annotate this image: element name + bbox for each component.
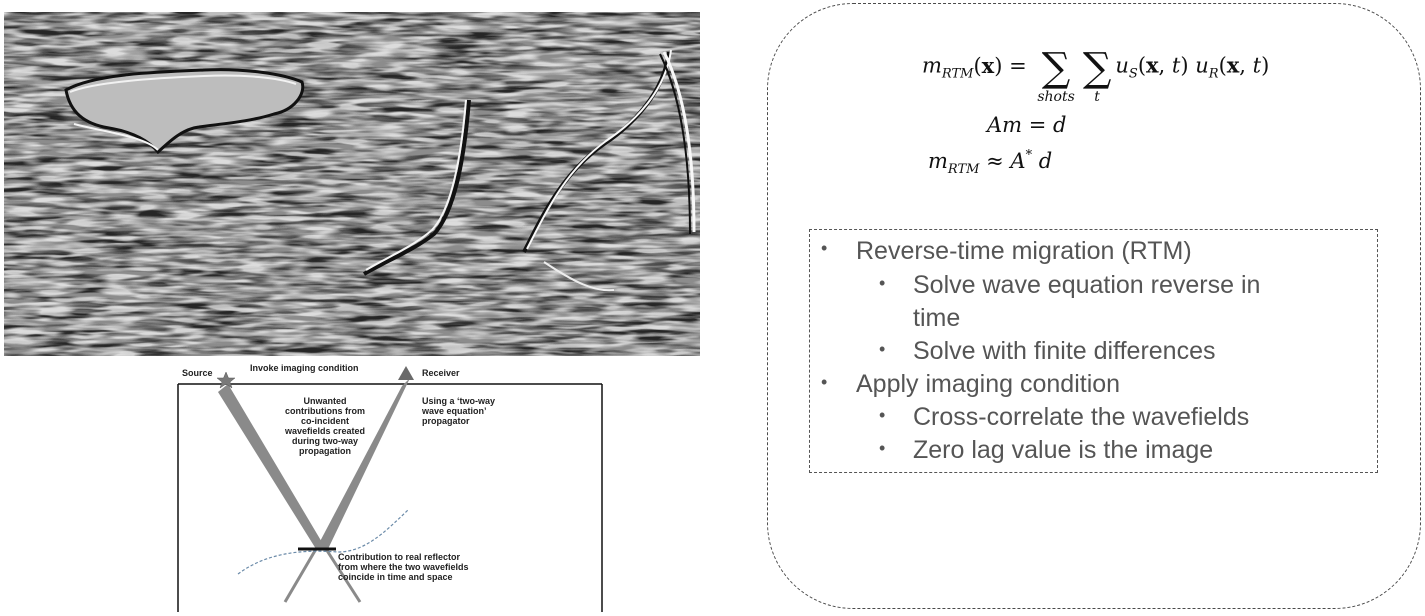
bullet-dot: • [879, 405, 885, 426]
imaging-condition-schematic: Source Invoke imaging condition Receiver… [170, 362, 610, 612]
source-label: Source [182, 368, 213, 378]
bullet-dot: • [821, 372, 827, 393]
seismic-section-image [4, 12, 700, 356]
bullet-cross-correlate: Cross-correlate the wavefields [913, 402, 1249, 432]
bullet-dot: • [821, 238, 827, 259]
sum-over-time: ∑ t [1083, 50, 1112, 104]
rtm-equation: mRTM(x) = ∑ shots ∑ t uS(x, t) uR(x, t) [922, 40, 1269, 94]
unwanted-contributions-text: Unwanted contributions from co-incident … [270, 396, 380, 456]
bullet-imaging-condition: Apply imaging condition [856, 369, 1120, 399]
imaging-condition-label: Invoke imaging condition [250, 363, 359, 373]
bullet-rtm: Reverse-time migration (RTM) [856, 236, 1192, 266]
forward-equation: Am = d [987, 113, 1066, 137]
bullet-dot: • [879, 273, 885, 294]
adjoint-equation: mRTM ≈ A* d [928, 148, 1052, 177]
bullet-zero-lag: Zero lag value is the image [913, 435, 1213, 465]
real-reflector-text: Contribution to real reflector from wher… [338, 552, 469, 582]
bullet-solve-wave-eq-cont: time [913, 303, 960, 333]
receiver-triangle-icon [398, 366, 414, 380]
receiver-label: Receiver [422, 368, 460, 378]
bullet-dot: • [879, 438, 885, 459]
sum-over-shots: ∑ shots [1037, 50, 1074, 104]
bullet-finite-differences: Solve with finite differences [913, 336, 1215, 366]
propagator-text: Using a ‘two-way wave equation’ propagat… [422, 396, 495, 426]
eq1-arg: (x) = [973, 54, 1026, 78]
bullet-solve-wave-eq: Solve wave equation reverse in [913, 270, 1260, 300]
bullet-dot: • [879, 339, 885, 360]
